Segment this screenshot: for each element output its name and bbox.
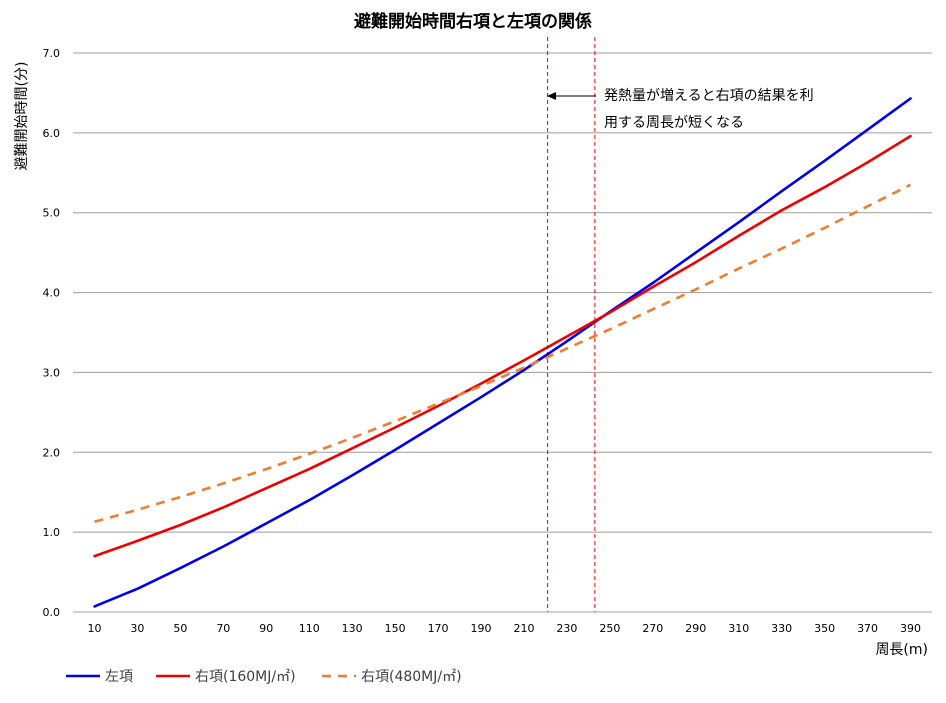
series-line-3: [94, 183, 912, 524]
reference-lines: [547, 37, 596, 612]
annotation: 発熱量が増えると右項の結果を利 用する周長が短くなる: [547, 88, 814, 131]
x-tick-label: 350: [814, 622, 835, 635]
y-tick-labels: 0.0 1.0 2.0 3.0 4.0 5.0 6.0 7.0: [43, 47, 61, 619]
x-tick-label: 30: [130, 622, 144, 635]
x-tick-label: 250: [599, 622, 620, 635]
x-tick-label: 210: [513, 622, 534, 635]
x-tick-label: 310: [728, 622, 749, 635]
x-tick-label: 170: [428, 622, 449, 635]
x-tick-label: 150: [385, 622, 406, 635]
series-lines: [93, 97, 912, 608]
x-tick-label: 190: [471, 622, 492, 635]
y-axis-label: 避難開始時間(分): [14, 62, 30, 171]
x-tick-label: 230: [556, 622, 577, 635]
legend-label-2: 右項(160MJ/㎡): [195, 669, 296, 685]
y-tick-label: 1.0: [43, 526, 61, 539]
annotation-line-1: 発熱量が増えると右項の結果を利: [604, 88, 814, 104]
legend: 左項 右項(160MJ/㎡) 右項(480MJ/㎡): [66, 669, 462, 685]
x-tick-label: 370: [857, 622, 878, 635]
series-line-1: [93, 97, 912, 608]
y-tick-label: 0.0: [43, 606, 61, 619]
x-tick-label: 10: [87, 622, 101, 635]
x-tick-label: 90: [259, 622, 273, 635]
legend-label-1: 左項: [105, 669, 133, 685]
series-line-2: [93, 134, 912, 558]
x-axis-label: 周長(m): [875, 642, 928, 658]
x-tick-labels: 10 30 50 70 90 110 130 150 170 190 210 230 250 270 290…: [87, 622, 921, 635]
annotation-line-2: 用する周長が短くなる: [604, 115, 744, 131]
y-tick-label: 2.0: [43, 446, 61, 459]
x-tick-label: 50: [173, 622, 187, 635]
x-tick-label: 70: [216, 622, 230, 635]
y-tick-label: 3.0: [43, 366, 61, 379]
x-tick-label: 110: [299, 622, 320, 635]
x-tick-label: 130: [342, 622, 363, 635]
y-tick-label: 5.0: [43, 207, 61, 220]
y-tick-label: 6.0: [43, 127, 61, 140]
y-tick-label: 7.0: [43, 47, 61, 60]
chart-title: 避難開始時間右項と左項の関係: [354, 11, 592, 32]
legend-label-3: 右項(480MJ/㎡): [361, 669, 462, 685]
x-tick-label: 270: [642, 622, 663, 635]
x-tick-label: 330: [771, 622, 792, 635]
annotation-arrowhead: [547, 92, 556, 100]
x-tick-label: 290: [685, 622, 706, 635]
y-tick-label: 4.0: [43, 287, 61, 300]
x-tick-label: 390: [900, 622, 921, 635]
grid-lines: [73, 52, 932, 613]
